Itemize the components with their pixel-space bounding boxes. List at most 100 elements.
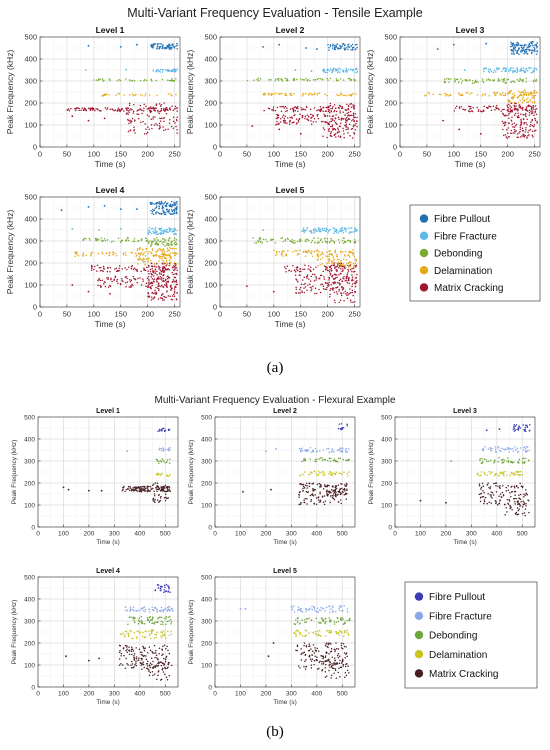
- data-point: [109, 79, 111, 81]
- data-point: [487, 70, 490, 72]
- data-point: [160, 227, 163, 230]
- data-point: [163, 213, 166, 215]
- data-point: [286, 79, 289, 81]
- data-point: [140, 270, 142, 273]
- data-point: [157, 587, 160, 589]
- data-point: [303, 291, 306, 294]
- data-point: [495, 68, 498, 70]
- data-point: [151, 619, 153, 621]
- data-point: [338, 491, 341, 493]
- data-point: [354, 291, 357, 293]
- data-point: [151, 282, 154, 285]
- chart-title: Level 4: [96, 568, 120, 575]
- data-point: [148, 278, 150, 281]
- data-point: [342, 70, 345, 73]
- data-point: [299, 503, 302, 505]
- data-point: [317, 499, 320, 501]
- data-point: [525, 446, 528, 448]
- data-point: [172, 279, 175, 281]
- data-point: [505, 67, 508, 70]
- legend-label-fibre-pullout: Fibre Pullout: [434, 214, 490, 225]
- data-point: [323, 503, 326, 506]
- data-point: [157, 494, 160, 496]
- data-point: [167, 231, 169, 234]
- plot-area: [214, 416, 356, 528]
- data-point: [82, 254, 84, 257]
- data-point: [518, 474, 521, 477]
- data-point: [168, 259, 171, 262]
- data-point: [508, 135, 510, 138]
- data-point: [274, 254, 277, 257]
- data-point: [162, 671, 165, 673]
- data-point: [494, 446, 497, 448]
- data-point: [146, 651, 149, 654]
- data-point: [158, 260, 160, 262]
- data-point: [162, 667, 164, 669]
- data-point: [355, 260, 357, 262]
- data-point: [310, 231, 313, 234]
- data-point: [508, 451, 510, 453]
- data-point: [517, 112, 519, 115]
- y-tick-label: 300: [204, 77, 217, 86]
- data-point: [517, 487, 519, 489]
- data-point: [314, 228, 317, 231]
- data-point: [530, 94, 532, 96]
- data-point: [508, 500, 511, 502]
- data-point: [317, 227, 320, 230]
- data-point: [289, 94, 292, 96]
- data-point: [513, 109, 516, 111]
- data-point: [513, 104, 515, 106]
- series-delamination: [423, 89, 538, 104]
- data-point: [149, 666, 151, 669]
- data-point: [352, 69, 354, 71]
- data-point: [151, 243, 153, 245]
- data-point: [338, 262, 340, 265]
- data-point: [165, 106, 168, 109]
- data-point: [450, 460, 452, 462]
- data-point: [524, 108, 527, 111]
- data-point: [313, 107, 316, 109]
- data-point: [169, 490, 171, 492]
- data-point: [347, 107, 350, 110]
- data-point: [333, 120, 336, 122]
- data-point: [125, 240, 128, 242]
- data-point: [130, 650, 133, 653]
- x-tick-label: 0: [36, 691, 40, 698]
- data-point: [176, 119, 178, 122]
- data-point: [166, 70, 168, 72]
- data-point: [298, 503, 300, 506]
- data-point: [347, 459, 350, 462]
- data-point: [527, 48, 529, 50]
- data-point: [142, 655, 145, 658]
- data-point: [160, 285, 162, 288]
- data-point: [168, 204, 170, 207]
- data-point: [165, 623, 167, 625]
- data-point: [489, 79, 492, 81]
- data-point: [514, 130, 516, 133]
- data-point: [129, 279, 131, 281]
- data-point: [297, 107, 299, 110]
- data-point: [140, 238, 143, 241]
- data-point: [144, 269, 147, 272]
- data-point: [524, 461, 526, 463]
- data-point: [167, 663, 170, 666]
- data-point: [489, 494, 492, 496]
- data-point: [171, 240, 173, 242]
- data-point: [169, 258, 172, 260]
- data-point: [147, 485, 149, 488]
- data-point: [157, 662, 159, 665]
- data-point: [299, 491, 301, 493]
- data-point: [165, 637, 167, 639]
- data-point: [516, 447, 519, 449]
- data-point: [130, 284, 132, 287]
- data-point: [292, 242, 295, 244]
- data-point: [174, 266, 176, 268]
- data-point: [175, 247, 177, 250]
- data-point: [332, 493, 335, 495]
- data-point: [150, 632, 153, 635]
- data-point: [345, 258, 348, 261]
- data-point: [140, 121, 142, 124]
- chart-title: Level 1: [96, 25, 125, 35]
- data-point: [289, 240, 291, 242]
- data-point: [522, 96, 524, 98]
